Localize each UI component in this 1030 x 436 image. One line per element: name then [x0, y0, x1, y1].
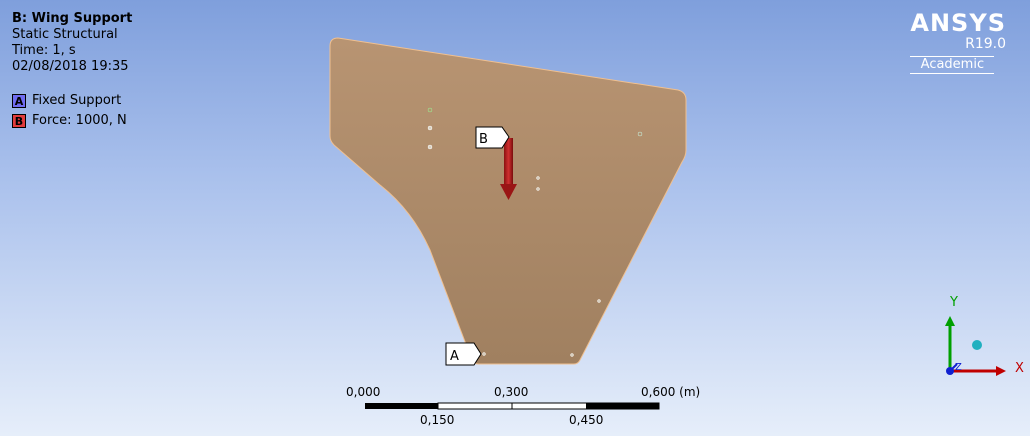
- boundary-condition-legend: A Fixed Support B Force: 1000, N: [12, 91, 127, 131]
- callout-force-label: B: [479, 132, 488, 147]
- scale-label-300: 0,300: [494, 385, 528, 399]
- legend-label-force: Force: 1000, N: [32, 113, 127, 128]
- scale-label-450: 0,450: [569, 413, 603, 427]
- ansys-logo: ANSYS R19.0 Academic: [910, 10, 1006, 74]
- callout-fixed-support[interactable]: A: [445, 342, 482, 366]
- triad-z-label: Z: [955, 362, 962, 373]
- wing-support-part[interactable]: [329, 37, 687, 365]
- scale-label-0: 0,000: [346, 385, 380, 399]
- callout-fixed-support-label: A: [450, 349, 459, 364]
- logo-name: ANSYS: [910, 9, 1006, 37]
- logo-edition: Academic: [910, 56, 995, 74]
- scale-bar: 0,000 0,300 0,600 (m) 0,150 0,450: [346, 385, 700, 427]
- logo-version: R19.0: [965, 36, 1006, 52]
- legend-label-fixed-support: Fixed Support: [32, 93, 122, 108]
- scale-label-600: 0,600 (m): [641, 385, 700, 399]
- triad-y-label: Y: [949, 295, 958, 310]
- force-arrow[interactable]: [500, 138, 517, 200]
- analysis-info: B: Wing Support Static Structural Time: …: [12, 11, 132, 75]
- legend-item-fixed-support[interactable]: A Fixed Support: [12, 91, 127, 111]
- analysis-time: Time: 1, s: [12, 43, 76, 58]
- callout-force[interactable]: B: [475, 126, 510, 149]
- analysis-timestamp: 02/08/2018 19:35: [12, 59, 129, 74]
- legend-tag-b: B: [12, 114, 26, 128]
- analysis-title: B: Wing Support: [12, 11, 133, 26]
- legend-tag-a: A: [12, 94, 26, 108]
- part-holes: [427, 107, 643, 357]
- analysis-type: Static Structural: [12, 27, 118, 42]
- triad-x-label: X: [1015, 361, 1024, 376]
- scale-label-150: 0,150: [420, 413, 454, 427]
- coordinate-triad[interactable]: X Y Z: [945, 295, 1024, 376]
- legend-item-force[interactable]: B Force: 1000, N: [12, 111, 127, 131]
